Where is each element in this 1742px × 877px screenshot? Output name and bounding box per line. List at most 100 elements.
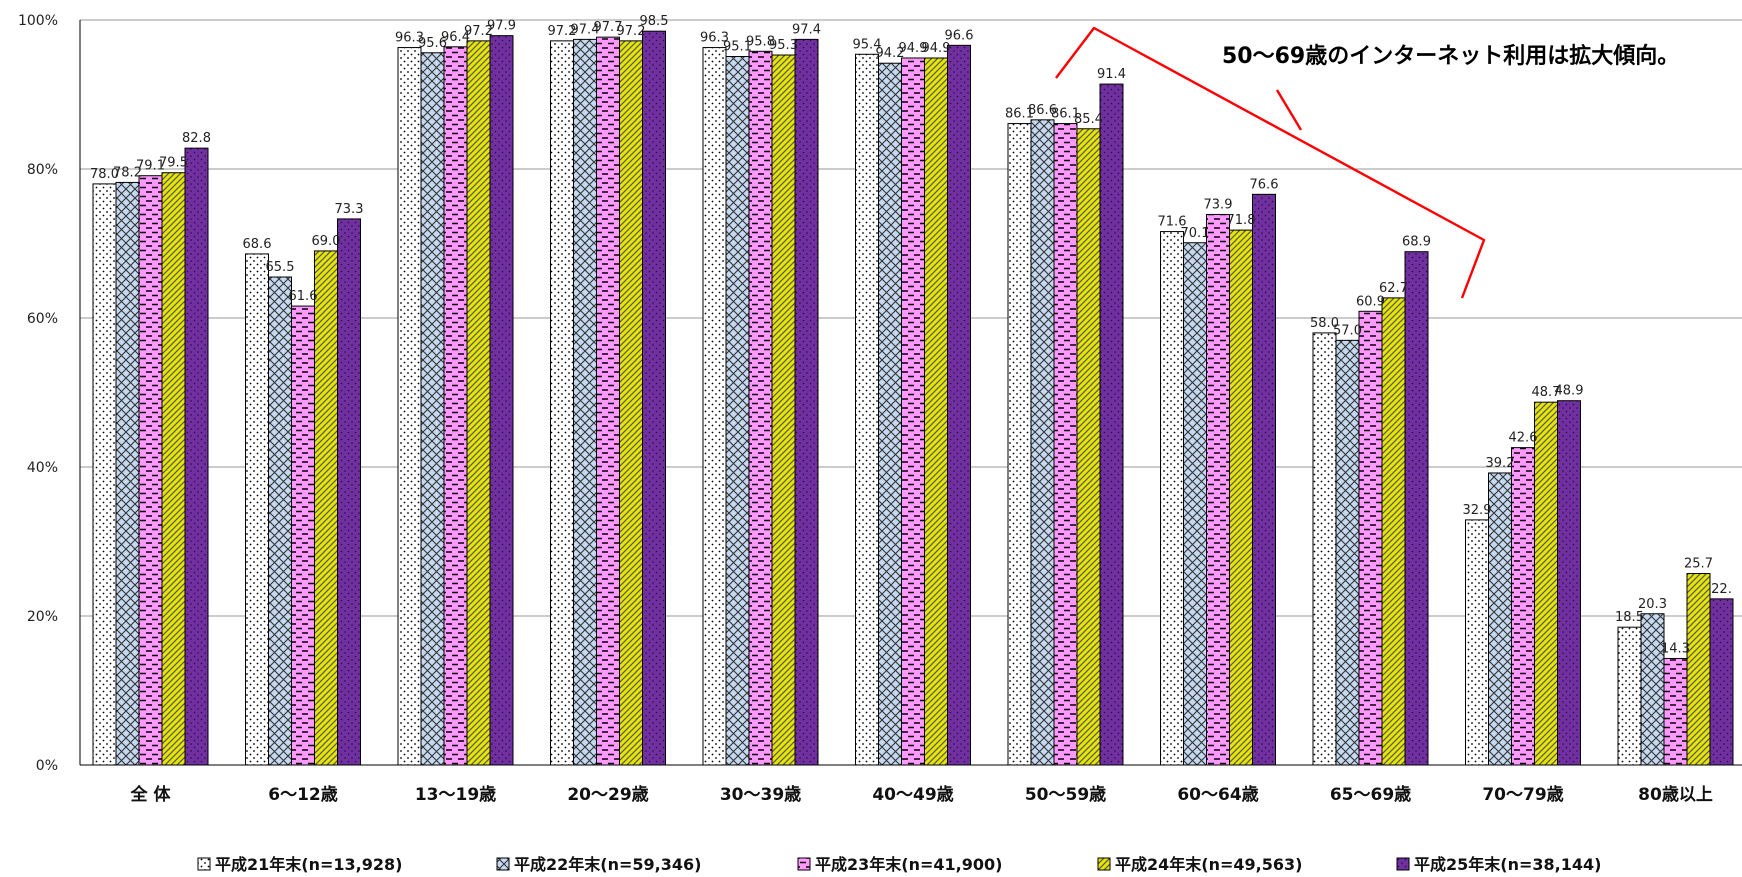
data-label: 79.5 bbox=[159, 156, 188, 171]
legend-swatch bbox=[797, 857, 811, 871]
legend: 平成21年末(n=13,928) 平成22年末(n=59,346) 平成23年末(n… bbox=[197, 855, 1601, 874]
category-label: 70～79歳 bbox=[1482, 784, 1563, 805]
bar bbox=[138, 175, 163, 766]
bar bbox=[1206, 213, 1230, 766]
category-label: 65～69歳 bbox=[1330, 784, 1411, 805]
bar bbox=[924, 57, 948, 766]
data-label: 68.9 bbox=[1402, 235, 1431, 250]
bar bbox=[1335, 339, 1360, 766]
bar bbox=[1312, 332, 1337, 766]
bar bbox=[1557, 400, 1581, 766]
y-tick-label: 60% bbox=[27, 311, 58, 327]
bar bbox=[1183, 242, 1207, 766]
bar bbox=[1076, 128, 1101, 766]
bar bbox=[1381, 297, 1406, 766]
bar bbox=[268, 276, 292, 766]
legend-swatch bbox=[1396, 857, 1410, 871]
data-label: 91.4 bbox=[1097, 67, 1126, 82]
data-label: 94.2 bbox=[876, 46, 905, 61]
bar bbox=[337, 218, 361, 766]
data-label: 70.1 bbox=[1181, 226, 1210, 241]
data-label: 86.6 bbox=[1028, 103, 1057, 118]
bar bbox=[1160, 231, 1184, 766]
bar bbox=[794, 38, 819, 766]
bar bbox=[573, 38, 597, 766]
bar bbox=[1488, 472, 1512, 766]
data-label: 69.0 bbox=[312, 234, 341, 249]
data-label: 95.8 bbox=[746, 34, 775, 49]
data-label: 57.0 bbox=[1333, 323, 1362, 338]
legend-label: 平成23年末(n=41,900) bbox=[815, 855, 1002, 874]
data-label: 25.7 bbox=[1684, 557, 1713, 572]
bar bbox=[1465, 519, 1489, 766]
category-label: 30～39歳 bbox=[720, 784, 801, 805]
bar bbox=[1252, 193, 1276, 766]
category-label: 6～12歳 bbox=[268, 784, 338, 805]
data-label: 94.9 bbox=[922, 41, 951, 56]
category-label: 60～64歳 bbox=[1177, 784, 1258, 805]
data-label: 78.2 bbox=[113, 165, 142, 180]
bar bbox=[748, 50, 773, 766]
data-label: 73.3 bbox=[335, 202, 364, 217]
x-axis-categories: 全 体 6～12歳 13～19歳 20～29歳 30～39歳 40～49歳 50～59歳 60… bbox=[130, 784, 1713, 805]
data-label: 76.6 bbox=[1250, 177, 1279, 192]
data-label: 97.4 bbox=[571, 22, 600, 37]
y-tick-label: 0% bbox=[36, 758, 58, 774]
data-label: 82.8 bbox=[182, 131, 211, 146]
y-axis-ticks: 0% 20% 40% 60% 80% 100% bbox=[18, 13, 58, 774]
data-label: 18.5 bbox=[1615, 610, 1644, 625]
bar bbox=[725, 56, 750, 766]
legend-label: 平成24年末(n=49,563) bbox=[1115, 855, 1302, 874]
bar bbox=[420, 52, 445, 766]
y-tick-label: 20% bbox=[27, 609, 58, 625]
bar bbox=[1404, 251, 1429, 766]
data-label: 86.1 bbox=[1051, 107, 1080, 122]
y-tick-label: 100% bbox=[18, 13, 58, 29]
bar bbox=[878, 62, 902, 766]
data-label: 61.6 bbox=[289, 289, 318, 304]
legend-swatch bbox=[496, 857, 510, 871]
data-label: 96.4 bbox=[441, 30, 470, 45]
data-label: 96.6 bbox=[945, 28, 974, 43]
bar bbox=[947, 44, 971, 766]
bar bbox=[1617, 626, 1642, 766]
bar bbox=[1663, 657, 1688, 766]
bar bbox=[1640, 613, 1665, 766]
bar bbox=[596, 36, 620, 766]
y-tick-label: 40% bbox=[27, 460, 58, 476]
bar bbox=[1030, 119, 1055, 766]
data-label: 97.7 bbox=[594, 20, 623, 35]
data-label: 14.3 bbox=[1661, 641, 1690, 656]
bar bbox=[642, 30, 666, 766]
data-label: 48.7 bbox=[1532, 385, 1561, 400]
bar bbox=[115, 181, 140, 766]
category-label: 40～49歳 bbox=[872, 784, 953, 805]
category-label: 全 体 bbox=[130, 784, 172, 805]
bar bbox=[397, 47, 422, 766]
legend-label: 平成22年末(n=59,346) bbox=[514, 855, 701, 874]
bar bbox=[771, 54, 796, 766]
data-label: 95.4 bbox=[853, 37, 882, 52]
bar bbox=[901, 57, 925, 766]
data-label: 65.5 bbox=[266, 260, 295, 275]
data-label: 79.1 bbox=[136, 159, 165, 174]
category-label: 20～29歳 bbox=[567, 784, 648, 805]
data-label: 22. bbox=[1711, 582, 1732, 597]
bar bbox=[1709, 598, 1734, 766]
bar bbox=[1511, 447, 1535, 766]
data-label: 42.6 bbox=[1509, 431, 1538, 446]
data-label: 98.5 bbox=[640, 14, 669, 29]
bar bbox=[161, 172, 186, 766]
annotation: 50～69歳のインターネット利用は拡大傾向。 bbox=[1055, 26, 1679, 299]
bar bbox=[291, 305, 315, 766]
bar bbox=[550, 40, 574, 766]
data-label: 86.1 bbox=[1005, 107, 1034, 122]
category-label: 13～19歳 bbox=[415, 784, 496, 805]
y-tick-label: 80% bbox=[27, 162, 58, 178]
bar bbox=[855, 53, 879, 766]
bar bbox=[184, 147, 209, 766]
annotation-text: 50～69歳のインターネット利用は拡大傾向。 bbox=[1222, 43, 1679, 69]
data-label: 95.1 bbox=[723, 40, 752, 55]
legend-swatch bbox=[1097, 857, 1111, 871]
